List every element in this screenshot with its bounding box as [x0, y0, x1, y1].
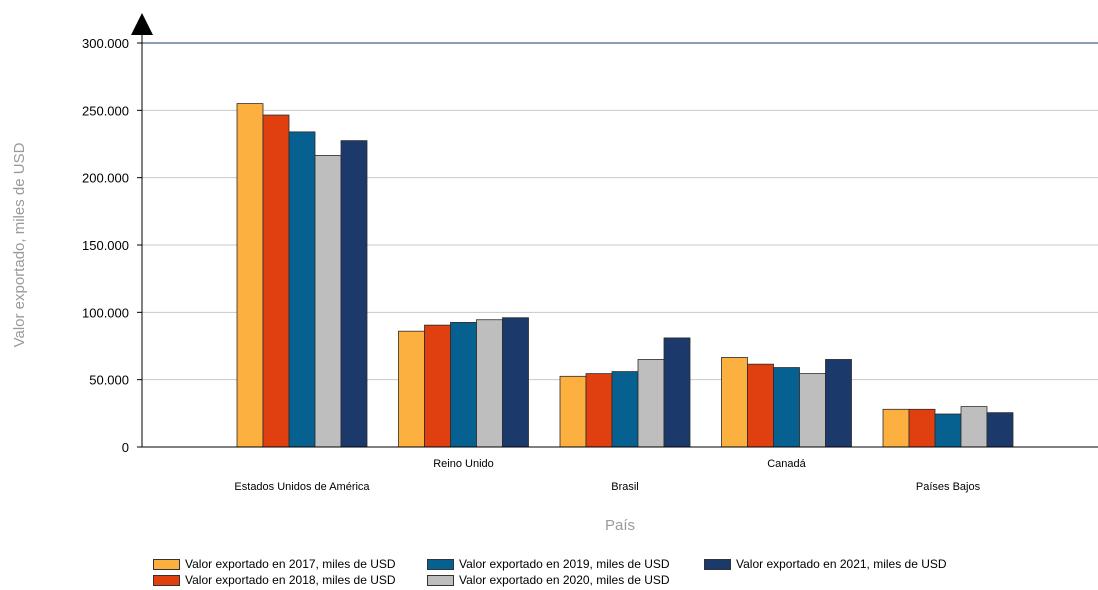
bar	[288, 131, 316, 448]
bar	[663, 337, 691, 448]
bar	[340, 140, 368, 448]
legend-item: Valor exportado en 2020, miles de USD	[427, 572, 704, 588]
bar	[882, 408, 910, 448]
bar	[721, 357, 748, 448]
bar	[476, 319, 503, 448]
bar	[262, 114, 290, 448]
bar	[637, 359, 665, 448]
legend-label: Valor exportado en 2018, miles de USD	[185, 573, 396, 587]
bar	[450, 322, 477, 448]
bar	[585, 373, 613, 448]
bar	[424, 324, 451, 448]
y-axis-title: Valor exportado, miles de USD	[11, 142, 28, 347]
legend-label: Valor exportado en 2017, miles de USD	[185, 557, 396, 571]
legend-swatch	[427, 558, 454, 570]
bar	[960, 406, 988, 448]
y-tick-labels: 0 50.000 100.000 150.000 200.000 250.000 300.0…	[82, 36, 142, 455]
x-category-label: Brasil	[611, 481, 639, 493]
legend-item: Valor exportado en 2021, miles de USD	[704, 556, 974, 572]
legend-item: Valor exportado en 2018, miles de USD	[153, 572, 427, 588]
legend-swatch	[153, 558, 180, 570]
y-axis-arrow-icon	[131, 13, 153, 35]
bar	[398, 330, 425, 448]
bar	[799, 373, 826, 448]
bar	[986, 412, 1014, 448]
bar	[314, 155, 342, 448]
x-category-label: Canadá	[767, 458, 806, 470]
legend: Valor exportado en 2017, miles de USD Val…	[153, 556, 993, 590]
bar	[747, 363, 774, 448]
y-tick-label: 50.000	[89, 373, 129, 388]
bar	[908, 408, 936, 448]
legend-swatch	[153, 574, 180, 586]
x-category-label: Reino Unido	[433, 458, 494, 470]
axes	[131, 13, 1098, 448]
legend-label: Valor exportado en 2021, miles de USD	[736, 557, 947, 571]
legend-item: Valor exportado en 2019, miles de USD	[427, 556, 704, 572]
y-tick-label: 300.000	[82, 36, 129, 51]
x-category-label: Estados Unidos de América	[234, 481, 370, 493]
y-tick-label: 0	[122, 440, 129, 455]
bar	[611, 371, 639, 448]
legend-label: Valor exportado en 2020, miles de USD	[459, 573, 670, 587]
x-axis-title: País	[605, 517, 635, 534]
legend-swatch	[704, 558, 731, 570]
bar	[236, 103, 264, 448]
y-tick-label: 100.000	[82, 305, 129, 320]
legend-label: Valor exportado en 2019, miles de USD	[459, 557, 670, 571]
x-category-labels: Estados Unidos de América Reino Unido Bras…	[234, 458, 980, 493]
bar	[773, 367, 800, 448]
legend-swatch	[427, 574, 454, 586]
x-category-label: Países Bajos	[916, 481, 981, 493]
bar	[559, 375, 587, 448]
y-tick-label: 200.000	[82, 171, 129, 186]
bar	[934, 413, 962, 448]
bar	[502, 317, 529, 448]
bars	[236, 103, 1014, 448]
y-tick-label: 150.000	[82, 238, 129, 253]
y-tick-label: 250.000	[82, 103, 129, 118]
bar	[825, 359, 852, 448]
legend-item: Valor exportado en 2017, miles de USD	[153, 556, 427, 572]
